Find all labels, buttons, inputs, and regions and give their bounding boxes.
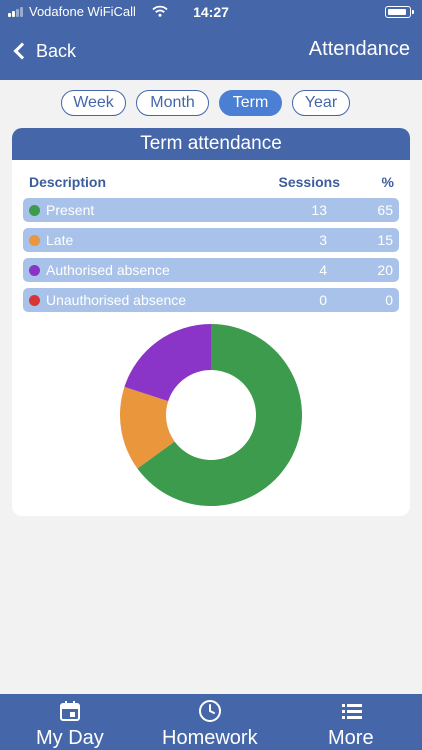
row-label: Unauthorised absence	[46, 292, 187, 308]
row-sessions: 3	[319, 232, 327, 248]
row-percent: 0	[385, 292, 393, 308]
tab-label: My Day	[36, 727, 104, 749]
column-description: Description	[29, 174, 107, 191]
legend-dot-unauthorised-absence	[29, 294, 40, 306]
status-bar: Vodafone WiFiCall 14:27	[0, 0, 422, 24]
wifi-icon	[152, 5, 168, 17]
page-title: Attendance	[308, 38, 410, 60]
back-label: Back	[36, 40, 77, 61]
row-label: Present	[46, 202, 95, 218]
row-sessions: 4	[319, 262, 327, 278]
navigation-bar: Back Attendance	[0, 30, 422, 72]
donut-slice-authorised-absence	[124, 324, 211, 402]
period-term-button[interactable]: Term	[219, 90, 282, 116]
calendar-icon	[60, 701, 80, 721]
status-time: 14:27	[193, 4, 229, 20]
period-week-button[interactable]: Week	[61, 90, 126, 116]
row-sessions: 13	[311, 202, 327, 218]
tab-homework[interactable]: Homework	[155, 694, 265, 750]
back-button[interactable]: Back	[12, 38, 76, 64]
row-percent: 65	[377, 202, 393, 218]
attendance-row-late: Late 3 15	[23, 228, 399, 252]
period-month-button[interactable]: Month	[136, 90, 209, 116]
app-header: Vodafone WiFiCall 14:27 Back Attendance	[0, 0, 422, 80]
row-label: Authorised absence	[46, 262, 170, 278]
column-sessions: Sessions	[278, 174, 340, 191]
legend-dot-present	[29, 204, 40, 216]
row-percent: 20	[377, 262, 393, 278]
attendance-donut-chart	[119, 324, 302, 506]
period-year-button[interactable]: Year	[292, 90, 350, 116]
attendance-row-present: Present 13 65	[23, 198, 399, 222]
donut-slice-present	[137, 324, 302, 506]
period-selector: Week Month Term Year	[0, 90, 422, 116]
row-label: Late	[46, 232, 74, 248]
battery-icon	[385, 6, 414, 18]
row-sessions: 0	[319, 292, 327, 308]
bottom-tab-bar: My Day Homework More	[0, 694, 422, 750]
signal-strength-icon	[8, 7, 26, 17]
row-percent: 15	[377, 232, 393, 248]
legend-dot-authorised-absence	[29, 264, 40, 276]
column-percent: %	[381, 174, 394, 191]
legend-dot-late	[29, 234, 40, 246]
donut-slice-late	[119, 386, 175, 469]
tab-label: More	[328, 727, 374, 749]
list-icon	[342, 704, 362, 719]
card-title: Term attendance	[12, 128, 410, 160]
clock-icon	[199, 700, 221, 722]
carrier-name: Vodafone WiFiCall	[29, 4, 136, 19]
tab-more[interactable]: More	[320, 694, 384, 750]
table-header: Description Sessions %	[12, 160, 410, 194]
tab-label: Homework	[162, 727, 258, 749]
attendance-row-authorised-absence: Authorised absence 4 20	[23, 258, 399, 282]
term-attendance-card: Term attendance Description Sessions % P…	[12, 128, 410, 516]
chevron-left-icon	[13, 42, 31, 60]
tab-my-day[interactable]: My Day	[30, 694, 110, 750]
attendance-row-unauthorised-absence: Unauthorised absence 0 0	[23, 288, 399, 312]
